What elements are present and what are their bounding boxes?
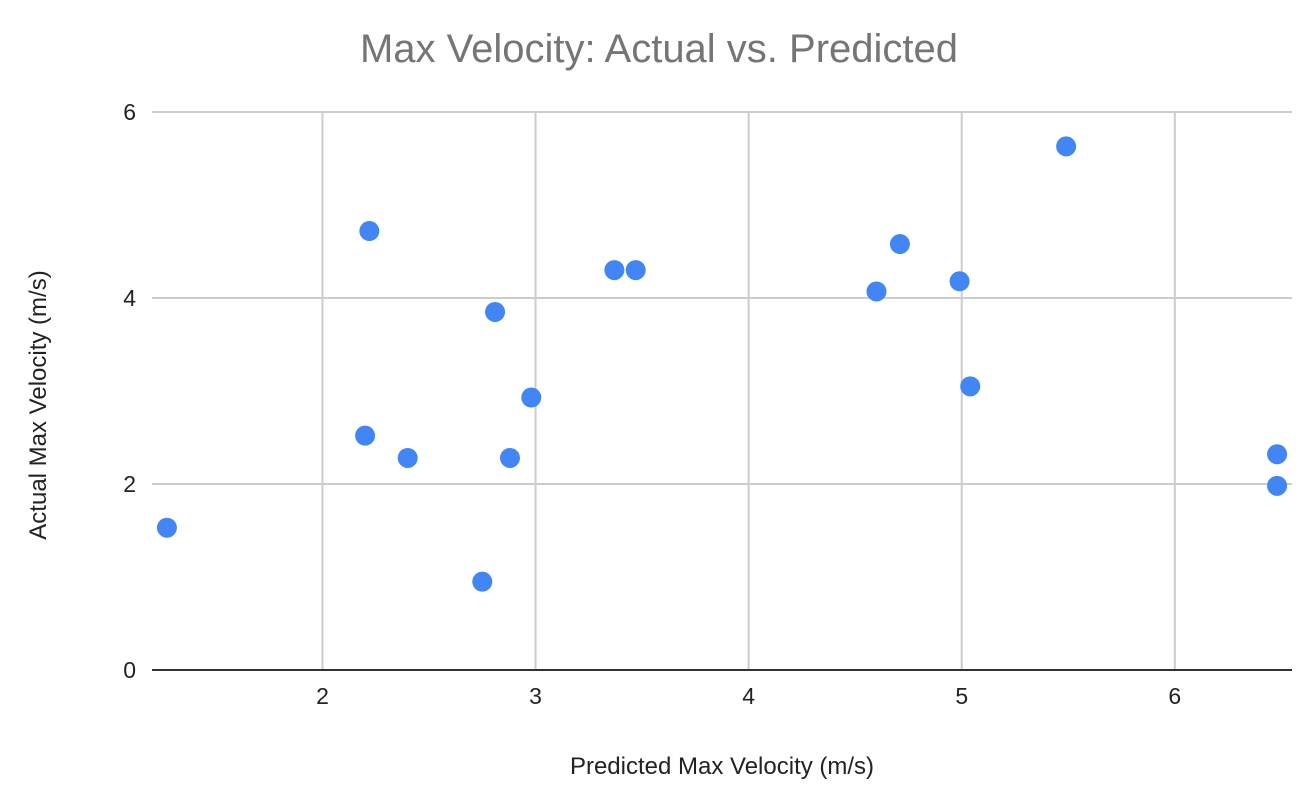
x-tick-label: 2 (316, 683, 329, 709)
data-point (604, 260, 625, 281)
y-tick-label: 6 (123, 99, 136, 125)
data-point (889, 234, 910, 255)
y-tick-label: 2 (123, 471, 136, 497)
data-points (156, 136, 1288, 592)
data-point (359, 221, 380, 242)
x-tick-label: 4 (742, 683, 755, 709)
data-point (1267, 444, 1288, 465)
data-point (1267, 475, 1288, 496)
data-point (485, 301, 506, 322)
data-point (866, 281, 887, 302)
chart-title: Max Velocity: Actual vs. Predicted (360, 27, 958, 71)
data-point (355, 425, 376, 446)
x-axis-title: Predicted Max Velocity (m/s) (570, 753, 874, 780)
x-tick-label: 5 (955, 683, 968, 709)
x-tick-label: 3 (529, 683, 542, 709)
data-point (156, 517, 177, 538)
data-point (397, 447, 418, 468)
data-point (949, 271, 970, 292)
y-tick-label: 4 (123, 285, 136, 311)
data-point (521, 387, 542, 408)
y-tick-label: 0 (123, 657, 136, 683)
data-point (499, 447, 520, 468)
axes: 0 2 4 6 2 3 4 5 6 (123, 99, 1292, 709)
x-tick-label: 6 (1168, 683, 1181, 709)
data-point (472, 571, 493, 592)
data-point (960, 376, 981, 397)
gridlines (152, 111, 1292, 670)
data-point (1056, 136, 1077, 157)
data-point (625, 260, 646, 281)
y-axis-title: Actual Max Velocity (m/s) (25, 270, 52, 539)
